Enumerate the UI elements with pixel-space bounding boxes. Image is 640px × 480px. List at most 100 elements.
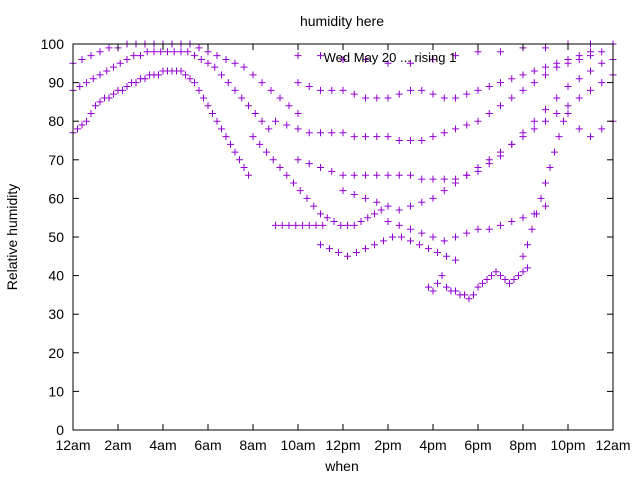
data-point [598, 59, 606, 67]
data-point [213, 117, 221, 125]
data-point [575, 125, 583, 133]
data-point [407, 202, 414, 210]
data-point [339, 86, 347, 94]
data-point [305, 160, 313, 168]
data-point [429, 287, 437, 295]
data-point [384, 133, 392, 141]
data-point [350, 90, 358, 98]
data-point [371, 241, 378, 249]
y-tick-label: 10 [48, 383, 64, 399]
data-point [377, 206, 385, 214]
data-point [328, 167, 336, 175]
data-point [197, 55, 205, 63]
data-point [245, 171, 252, 179]
data-point [463, 229, 471, 237]
data-point [283, 121, 291, 129]
data-point [312, 221, 320, 229]
data-point [506, 279, 513, 287]
data-point [510, 275, 518, 283]
x-tick-label: 10pm [550, 437, 585, 453]
data-point [353, 248, 360, 256]
y-tick-label: 40 [48, 268, 64, 284]
data-point [350, 221, 358, 229]
data-point [362, 133, 369, 141]
data-point [407, 237, 414, 245]
data-point [474, 117, 482, 125]
data-point [418, 86, 426, 94]
data-point [452, 94, 459, 102]
data-point [530, 125, 538, 133]
data-point [141, 75, 149, 83]
data-point [395, 221, 403, 229]
data-point [564, 109, 572, 117]
data-point [357, 218, 365, 226]
data-point [89, 75, 97, 83]
data-point [249, 71, 257, 79]
data-point [328, 86, 336, 94]
x-tick-label: 2pm [374, 437, 401, 453]
data-point [87, 52, 95, 60]
data-point [575, 94, 583, 102]
data-point [224, 79, 232, 87]
data-point [330, 218, 338, 226]
data-point [96, 48, 104, 56]
data-point [474, 167, 482, 175]
data-point [200, 94, 207, 102]
data-point [339, 171, 347, 179]
data-point [474, 225, 482, 233]
x-tick-label: 12am [595, 437, 630, 453]
data-point [485, 225, 493, 233]
data-point [110, 90, 117, 98]
data-point [537, 194, 545, 202]
data-point [524, 241, 531, 249]
data-point [130, 52, 138, 60]
data-point [429, 55, 437, 63]
data-point [278, 221, 286, 229]
data-point [530, 79, 538, 87]
data-point [294, 109, 302, 117]
data-point [542, 44, 549, 52]
data-point [337, 221, 345, 229]
data-point [519, 86, 527, 94]
data-point [553, 109, 561, 117]
data-point [317, 164, 324, 172]
data-point [429, 90, 437, 98]
data-point [519, 129, 527, 137]
data-point [222, 133, 230, 141]
data-point [485, 82, 493, 90]
data-point [587, 133, 594, 141]
data-point [78, 121, 86, 129]
x-axis-label: when [324, 458, 358, 474]
data-point [96, 98, 104, 106]
data-point [245, 102, 252, 110]
data-point [452, 287, 459, 295]
data-point [92, 102, 99, 110]
data-point [438, 272, 446, 280]
data-point [508, 140, 516, 148]
data-point [528, 225, 536, 233]
data-point [530, 67, 538, 75]
data-point [170, 48, 178, 56]
x-tick-label: 8am [239, 437, 266, 453]
data-point [440, 94, 448, 102]
data-point [76, 82, 84, 90]
data-point [533, 210, 540, 218]
data-point [263, 148, 270, 156]
data-point [209, 109, 216, 117]
x-tick-label: 12am [55, 437, 90, 453]
data-point [137, 52, 144, 60]
data-point [418, 137, 426, 144]
data-point [575, 52, 583, 60]
data-point [227, 140, 234, 148]
x-axis: 12am 2am 4am 6am 8am 10am 12pm 2pm 4pm 6pm 8pm 10pm… [55, 44, 631, 453]
data-point [440, 175, 448, 183]
data-point [218, 71, 225, 79]
data-point [555, 133, 563, 141]
data-point [296, 187, 304, 195]
data-point [283, 171, 291, 179]
y-tick-label: 30 [48, 306, 64, 322]
data-point [560, 117, 567, 125]
data-point [364, 214, 372, 222]
data-point [285, 221, 293, 229]
data-point [497, 272, 504, 280]
